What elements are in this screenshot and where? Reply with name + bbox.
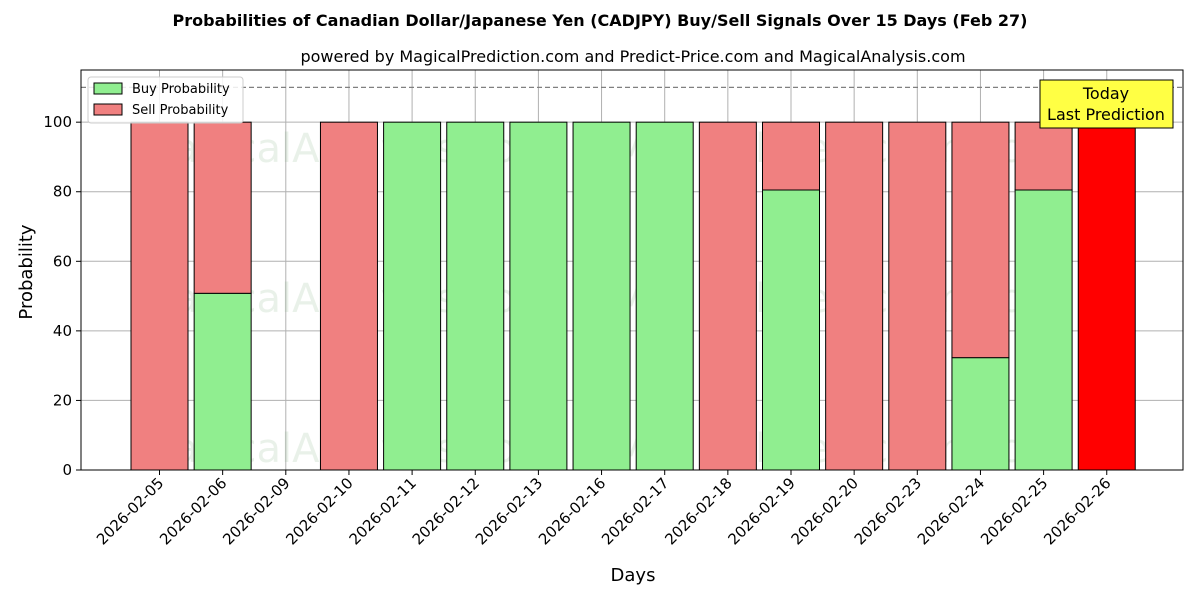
bar-buy [635, 121, 694, 471]
bar-sell [951, 121, 1010, 359]
bar-sell [888, 121, 947, 471]
y-tick-label: 80 [53, 183, 72, 201]
x-tick-label: 2026-02-25 [977, 474, 1051, 548]
bar-sell [1014, 121, 1073, 191]
x-tick-label: 2026-02-20 [788, 474, 862, 548]
bar-sell [130, 121, 189, 471]
chart-title: Probabilities of Canadian Dollar/Japanes… [173, 11, 1028, 30]
y-tick-label: 0 [62, 461, 72, 479]
bar-buy [509, 121, 568, 471]
bar-sell [698, 121, 757, 471]
annotation-box [1039, 79, 1174, 129]
y-axis-label: Probability [16, 224, 37, 319]
x-tick-label: 2026-02-18 [661, 474, 735, 548]
bar-buy [193, 292, 252, 471]
bar-sell [319, 121, 378, 471]
x-tick-label: 2026-02-12 [409, 474, 483, 548]
today-annotation: Today Last Prediction [1039, 79, 1174, 129]
y-tick-label: 20 [53, 391, 72, 409]
legend-box [87, 76, 244, 124]
bar-sell [762, 121, 820, 191]
x-tick-label: 2026-02-11 [346, 474, 420, 548]
legend: Buy Probability Sell Probability [87, 76, 244, 124]
bar-buy [572, 121, 631, 471]
bar-sell [825, 121, 884, 471]
legend-label-buy: Buy Probability [132, 82, 230, 97]
x-tick-label: 2026-02-05 [93, 474, 167, 548]
y-tick-label: 60 [53, 252, 72, 270]
bars-layer [130, 121, 1136, 471]
annotation-line-today: Today [1082, 84, 1129, 103]
x-tick-label: 2026-02-23 [851, 474, 925, 548]
x-tick-label: 2026-02-24 [914, 474, 988, 548]
legend-swatch-sell [93, 103, 123, 116]
x-tick-label: 2026-02-13 [472, 474, 546, 548]
annotation-line-last-prediction: Last Prediction [1047, 105, 1165, 124]
bar-buy [446, 121, 505, 471]
x-axis-ticks: 2026-02-052026-02-062026-02-092026-02-10… [93, 470, 1115, 548]
legend-label-sell: Sell Probability [132, 103, 229, 118]
bar-buy [951, 357, 1010, 471]
bar-sell [193, 121, 252, 294]
bar-sell [1077, 121, 1136, 471]
y-axis-ticks: 0 20 40 60 80 100 [43, 113, 81, 479]
x-tick-label: 2026-02-10 [282, 474, 356, 548]
x-tick-label: 2026-02-26 [1040, 474, 1114, 548]
plot-frame [80, 69, 1184, 471]
x-axis-label: Days [611, 565, 656, 586]
bar-buy [1014, 189, 1073, 471]
x-tick-label: 2026-02-06 [156, 474, 230, 548]
y-tick-label: 40 [53, 322, 72, 340]
bar-buy [762, 189, 820, 471]
x-tick-label: 2026-02-09 [219, 474, 293, 548]
x-tick-label: 2026-02-19 [724, 474, 798, 548]
bar-buy [383, 121, 442, 471]
x-tick-label: 2026-02-17 [598, 474, 672, 548]
chart-subtitle: powered by MagicalPrediction.com and Pre… [300, 47, 965, 66]
legend-swatch-buy [93, 82, 123, 95]
y-tick-label: 100 [43, 113, 72, 131]
x-tick-label: 2026-02-16 [535, 474, 609, 548]
